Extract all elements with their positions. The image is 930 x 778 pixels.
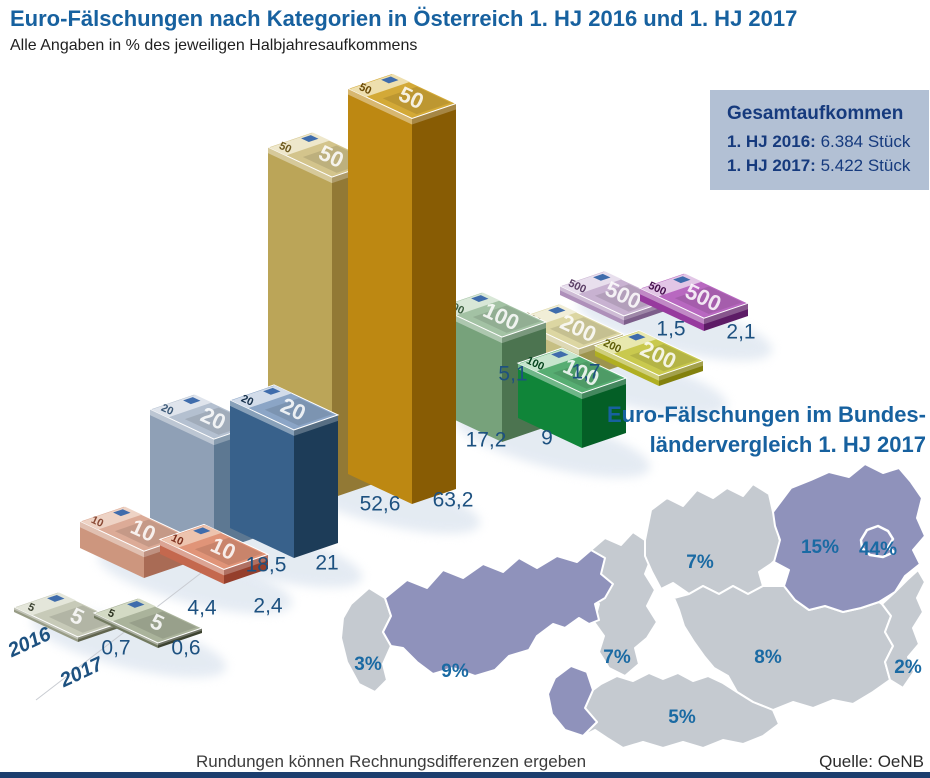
eu-flag-icon (381, 76, 399, 84)
map-label-wien: 44% (859, 539, 897, 560)
total-volume-2017-label: 1. HJ 2017: (727, 156, 816, 175)
total-volume-2016-value: 6.384 Stück (820, 132, 911, 151)
bar-20-2017: 20 20 (228, 384, 340, 558)
map-title-line1: Euro-Fälschungen im Bundes- (606, 402, 926, 427)
total-volume-2017-value: 5.422 Stück (820, 156, 911, 175)
bar-value-labels: 0,7 0,6 4,4 2,4 18,5 21 52,6 63,2 17,2 9 5,1 1,7 1,5… (101, 318, 755, 660)
value-label-100-2016: 17,2 (466, 429, 507, 452)
svg-text:10: 10 (169, 532, 185, 548)
map-region-tirolost (547, 665, 598, 737)
eu-flag-icon (127, 601, 145, 608)
map-label-niederösterreich: 15% (801, 537, 839, 558)
eu-flag-icon (673, 276, 691, 284)
source-credit: Quelle: OeNB (819, 752, 924, 771)
svg-text:20: 20 (239, 393, 255, 409)
svg-text:20: 20 (159, 402, 175, 418)
map-label-tirol: 9% (441, 661, 469, 682)
svg-text:50: 50 (357, 81, 373, 97)
eu-flag-icon (113, 509, 131, 517)
svg-text:5: 5 (26, 601, 37, 614)
value-label-10-2017: 2,4 (253, 595, 283, 618)
total-volume-title: Gesamtaufkommen (727, 103, 904, 124)
value-label-200-2016: 5,1 (498, 363, 527, 386)
eu-flag-icon (47, 595, 65, 602)
svg-text:5: 5 (106, 607, 117, 620)
value-label-20-2017: 21 (315, 552, 338, 575)
bar-50-2017: 50 50 (346, 72, 458, 504)
map-label-oberösterreich: 7% (686, 552, 714, 573)
total-volume-2017: 1. HJ 2017: 5.422 Stück (727, 156, 929, 176)
map-label-vorarlberg: 3% (354, 654, 382, 675)
total-volume-2016-label: 1. HJ 2016: (727, 132, 816, 151)
eu-flag-icon (301, 135, 319, 142)
map-region-kärnten (582, 672, 780, 749)
map-label-kärnten: 5% (668, 707, 696, 728)
banknote-bars: 5005005005002002002002001001001001005050… (12, 72, 750, 648)
eu-flag-icon (593, 273, 611, 281)
map-region-niederösterreich (772, 463, 926, 613)
total-volume-2016: 1. HJ 2016: 6.384 Stück (727, 132, 929, 152)
eu-flag-icon (628, 333, 646, 341)
eu-flag-icon (548, 306, 566, 314)
map-region-vorarlberg (340, 587, 392, 693)
total-volume-box: Gesamtaufkommen 1. HJ 2016: 6.384 Stück … (710, 90, 929, 190)
map-section-title: Euro-Fälschungen im Bundes- ländervergle… (526, 400, 926, 459)
axis-label-2017: 2017 (56, 653, 107, 693)
rounding-note: Rundungen können Rechnungsdifferenzen er… (196, 752, 587, 771)
map-region-tirol (382, 549, 614, 677)
austria-map: 3% 9% 7% 7% 15% 44% 8% 5% 2% (340, 463, 926, 749)
svg-text:50: 50 (277, 140, 293, 156)
map-region-burgenland (881, 569, 926, 689)
map-title-line2: ländervergleich 1. HJ 2017 (649, 431, 926, 457)
value-label-50-2017: 63,2 (433, 489, 474, 512)
eu-flag-icon (471, 295, 489, 302)
svg-text:10: 10 (89, 514, 105, 530)
map-label-steiermark: 8% (754, 647, 782, 668)
map-region-wien (859, 524, 896, 559)
eu-flag-icon (551, 351, 569, 358)
eu-flag-icon (193, 527, 211, 535)
bottom-accent-bar (0, 772, 930, 778)
eu-flag-icon (183, 397, 201, 405)
map-label-burgenland: 2% (894, 657, 922, 678)
map-region-oberösterreich (644, 483, 786, 595)
page-subtitle: Alle Angaben in % des jeweiligen Halbjah… (10, 37, 418, 54)
value-label-20-2016: 18,5 (246, 554, 287, 577)
value-label-200-2017: 1,7 (571, 361, 600, 384)
bar-500-2016: 500 500 (558, 270, 670, 325)
page-title: Euro-Fälschungen nach Kategorien in Öste… (10, 6, 798, 31)
value-label-500-2017: 2,1 (726, 321, 755, 344)
bar-100-2017: 100 100 (516, 347, 628, 448)
eu-flag-icon (263, 387, 281, 395)
value-label-500-2016: 1,5 (656, 318, 685, 341)
map-label-salzburg: 7% (603, 647, 631, 668)
value-label-5-2016: 0,7 (101, 637, 130, 660)
value-label-5-2017: 0,6 (171, 637, 200, 660)
value-label-10-2016: 4,4 (187, 597, 217, 620)
bar-200-2017: 200 200 (593, 330, 705, 386)
value-label-100-2017: 9 (541, 427, 553, 450)
axis-label-2016: 2016 (4, 623, 55, 663)
bar-500-2017: 500 500 (638, 272, 750, 331)
value-label-50-2016: 52,6 (360, 493, 401, 516)
